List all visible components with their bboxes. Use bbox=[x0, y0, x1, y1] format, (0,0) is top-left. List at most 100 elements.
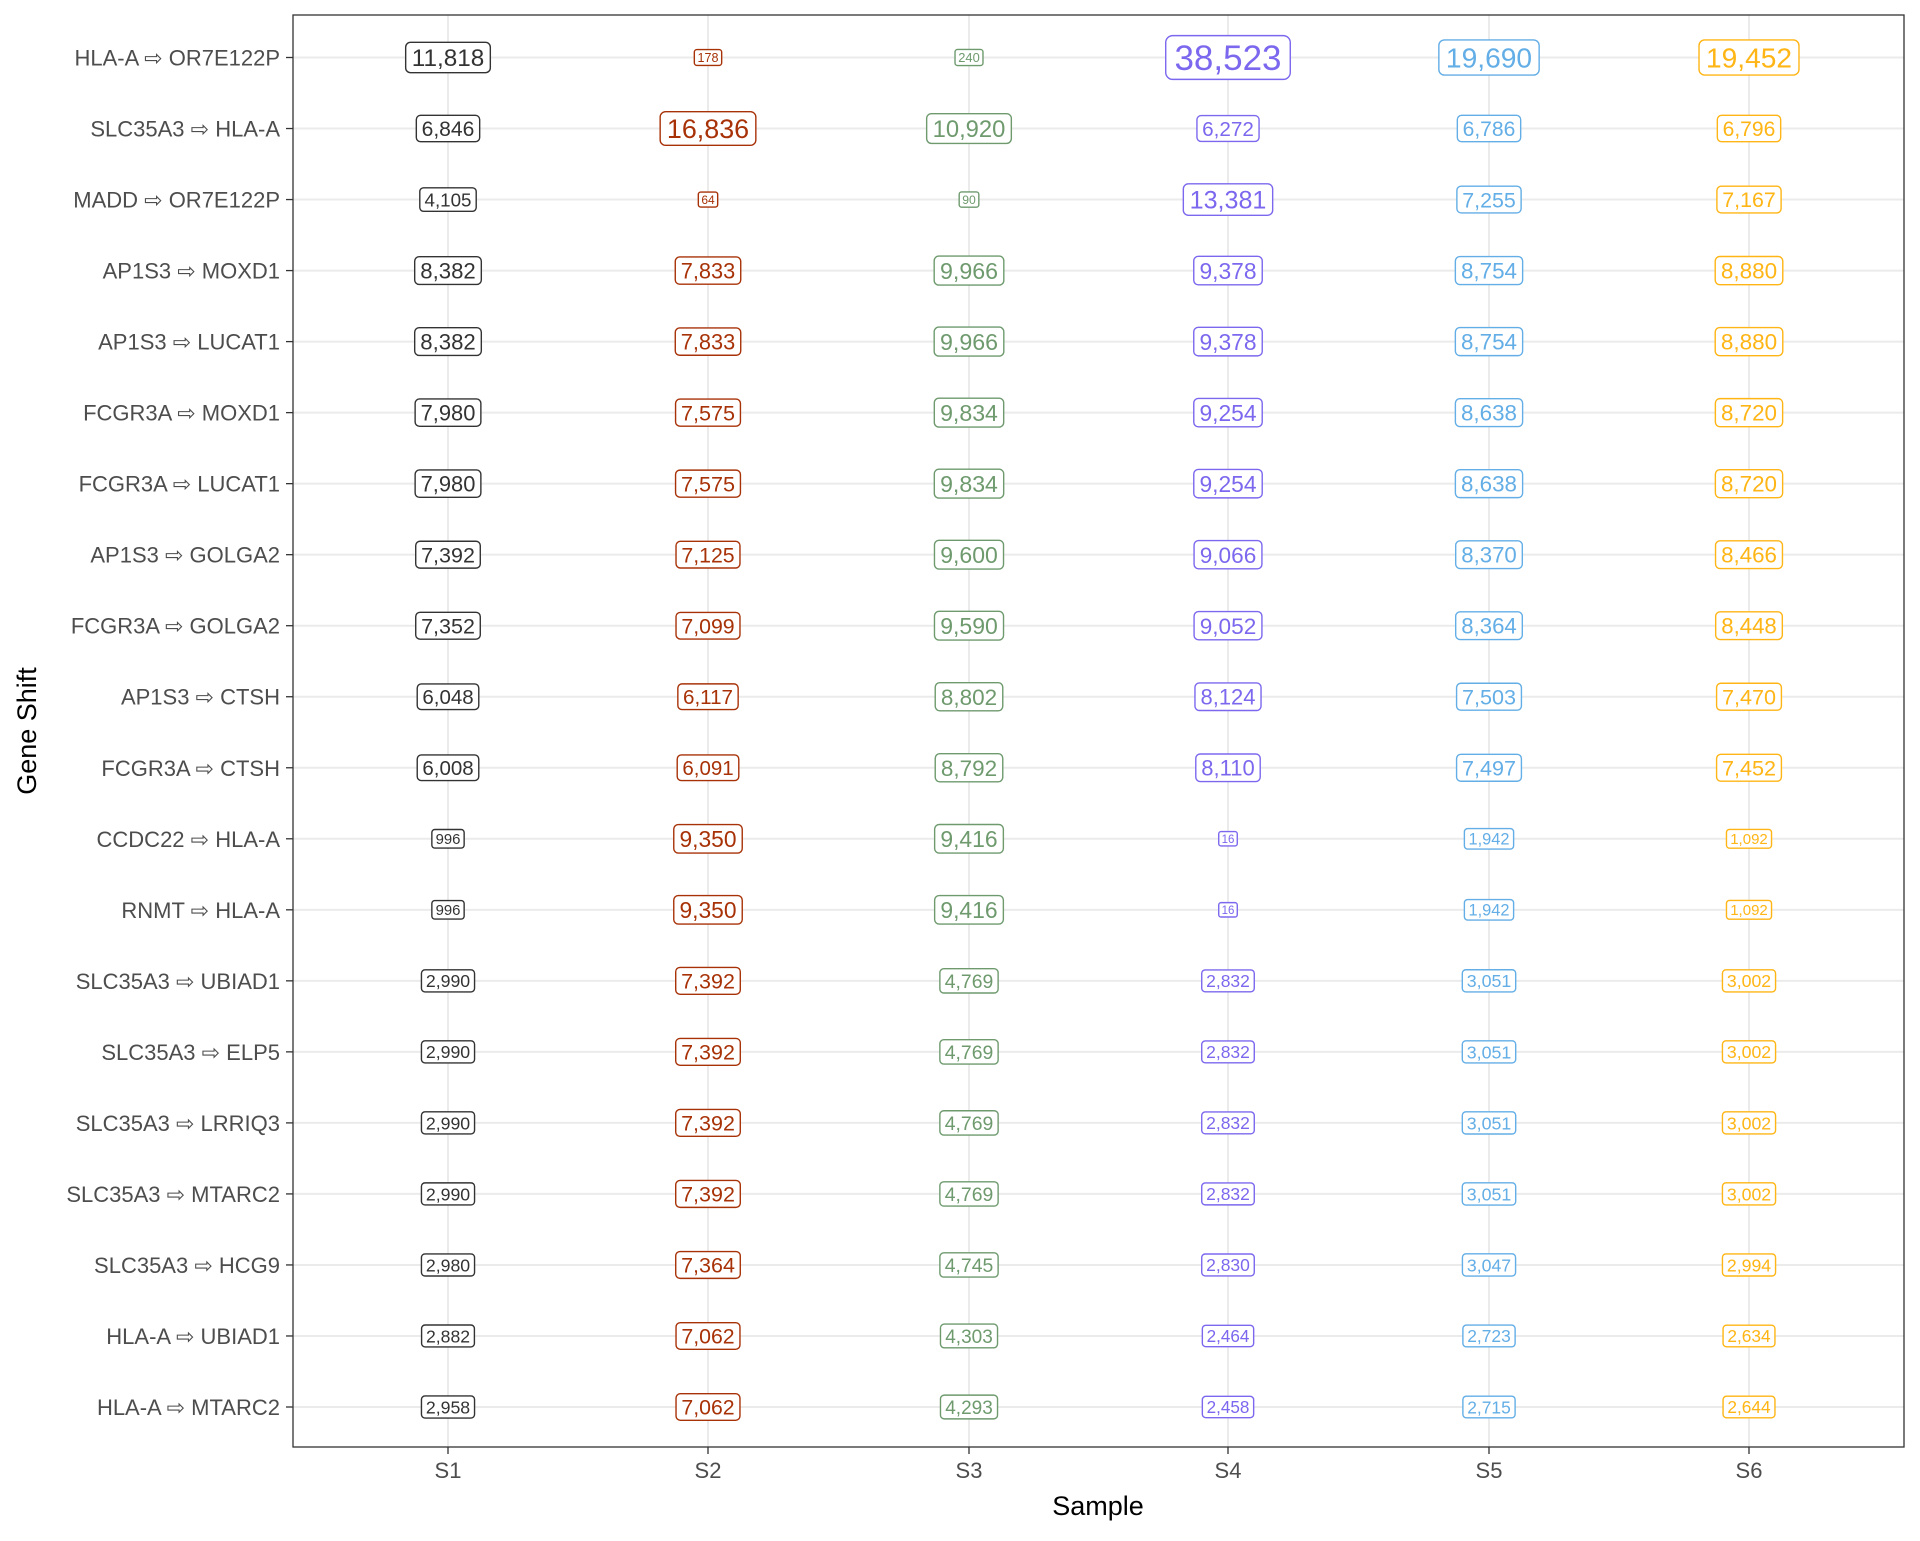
value-label-box bbox=[420, 1395, 476, 1419]
value-label-text: 7,392 bbox=[681, 970, 735, 994]
value-label: 7,062 bbox=[675, 1321, 741, 1350]
value-label: 7,167 bbox=[1716, 185, 1782, 214]
value-label-box bbox=[659, 111, 757, 147]
value-label: 7,452 bbox=[1715, 753, 1783, 782]
value-label-text: 7,575 bbox=[681, 471, 735, 496]
value-label: 3,051 bbox=[1461, 969, 1517, 993]
value-label: 7,255 bbox=[1456, 185, 1522, 214]
value-label: 2,994 bbox=[1721, 1253, 1777, 1277]
value-label: 8,792 bbox=[934, 753, 1004, 783]
value-label-text: 1,942 bbox=[1468, 831, 1509, 849]
value-label: 2,830 bbox=[1201, 1253, 1255, 1277]
value-label-text: 2,990 bbox=[426, 1184, 470, 1204]
value-label-box bbox=[420, 1182, 476, 1206]
value-label: 8,110 bbox=[1195, 753, 1261, 783]
value-label-text: 9,350 bbox=[679, 826, 736, 852]
value-label-text: 8,754 bbox=[1461, 330, 1517, 355]
value-label-box bbox=[675, 1393, 741, 1421]
value-label-text: 7,099 bbox=[681, 614, 734, 638]
value-label-text: 6,796 bbox=[1723, 118, 1776, 141]
value-label-text: 7,575 bbox=[681, 400, 735, 425]
value-label-text: 4,105 bbox=[425, 189, 472, 210]
value-label-text: 2,832 bbox=[1206, 1184, 1250, 1204]
value-label: 4,769 bbox=[939, 1181, 999, 1207]
value-label: 8,802 bbox=[934, 681, 1004, 712]
value-label: 9,590 bbox=[933, 610, 1005, 641]
value-label: 8,880 bbox=[1714, 326, 1784, 357]
value-label-box bbox=[416, 754, 480, 782]
value-label-box bbox=[1193, 468, 1263, 499]
value-label: 2,723 bbox=[1462, 1324, 1516, 1348]
value-label-text: 9,416 bbox=[940, 897, 997, 923]
value-label-box bbox=[1715, 682, 1783, 711]
value-label-box bbox=[1201, 969, 1255, 993]
value-label: 8,370 bbox=[1454, 540, 1524, 570]
value-label: 7,503 bbox=[1455, 682, 1523, 711]
value-label: 9,966 bbox=[933, 326, 1005, 357]
y-tick-label: AP1S3 ⇨ CTSH bbox=[121, 685, 280, 710]
value-label-box bbox=[420, 1040, 476, 1064]
value-label-box bbox=[1721, 1111, 1777, 1135]
value-label: 8,448 bbox=[1714, 611, 1784, 641]
value-label-text: 9,378 bbox=[1199, 258, 1256, 284]
value-label-text: 2,715 bbox=[1467, 1397, 1511, 1417]
value-label-text: 2,990 bbox=[426, 1042, 470, 1062]
y-tick-label: FCGR3A ⇨ GOLGA2 bbox=[71, 614, 280, 639]
value-label-box bbox=[1721, 1253, 1777, 1277]
value-label: 2,644 bbox=[1722, 1395, 1776, 1419]
y-tick-label: SLC35A3 ⇨ ELP5 bbox=[101, 1040, 280, 1065]
value-label: 4,769 bbox=[939, 1039, 999, 1065]
value-label-text: 2,644 bbox=[1727, 1397, 1771, 1417]
value-label-box bbox=[1193, 255, 1263, 286]
value-label: 38,523 bbox=[1165, 34, 1291, 81]
y-tick-label: HLA-A ⇨ UBIAD1 bbox=[106, 1324, 280, 1349]
value-label-text: 7,980 bbox=[421, 401, 476, 426]
value-label-text: 8,638 bbox=[1461, 401, 1517, 426]
value-label-text: 4,769 bbox=[945, 1113, 994, 1135]
value-label: 6,272 bbox=[1196, 114, 1260, 143]
value-label-box bbox=[431, 899, 465, 920]
value-label: 2,990 bbox=[420, 1111, 476, 1135]
value-label-text: 9,378 bbox=[1199, 329, 1256, 355]
value-label-box bbox=[1714, 611, 1784, 641]
value-label-box bbox=[1721, 969, 1777, 993]
y-tick-label: FCGR3A ⇨ LUCAT1 bbox=[79, 472, 280, 497]
value-label-box bbox=[674, 469, 742, 498]
value-label-text: 7,062 bbox=[681, 1396, 734, 1420]
x-axis: S1 S2 S3 S4 S5 S6 bbox=[435, 1447, 1762, 1483]
value-label-box bbox=[939, 1039, 999, 1065]
value-label-text: 2,990 bbox=[426, 971, 470, 991]
value-label-box bbox=[934, 681, 1004, 712]
value-label: 8,754 bbox=[1454, 255, 1524, 286]
value-label: 6,846 bbox=[415, 114, 481, 143]
value-label: 4,105 bbox=[419, 187, 477, 213]
value-label: 11,818 bbox=[404, 41, 492, 74]
value-label-text: 6,272 bbox=[1202, 118, 1254, 141]
value-label: 19,452 bbox=[1698, 39, 1800, 76]
value-label: 7,497 bbox=[1455, 753, 1523, 782]
x-axis-title: Sample bbox=[1052, 1491, 1144, 1521]
value-label-box bbox=[1454, 611, 1524, 641]
x-tick-label: S1 bbox=[435, 1458, 462, 1483]
value-label-text: 16 bbox=[1222, 905, 1235, 917]
value-label-text: 8,720 bbox=[1721, 472, 1777, 497]
value-label-box bbox=[1461, 1111, 1517, 1135]
value-label-box bbox=[939, 1323, 999, 1349]
value-label-text: 7,352 bbox=[421, 614, 475, 638]
value-label: 2,832 bbox=[1201, 1182, 1255, 1206]
value-label: 3,051 bbox=[1461, 1111, 1517, 1135]
value-label-box bbox=[693, 48, 723, 67]
x-tick-label: S5 bbox=[1476, 1458, 1503, 1483]
y-tick-label: FCGR3A ⇨ MOXD1 bbox=[83, 401, 280, 426]
value-label-box bbox=[1721, 1040, 1777, 1064]
value-label-text: 9,066 bbox=[1200, 543, 1257, 568]
value-label-box bbox=[674, 398, 742, 427]
value-label: 6,786 bbox=[1456, 114, 1522, 143]
value-label-box bbox=[1201, 1253, 1255, 1277]
value-label-text: 7,125 bbox=[681, 543, 734, 567]
value-label: 64 bbox=[697, 191, 719, 208]
value-label-box bbox=[933, 894, 1005, 925]
value-label-text: 8,370 bbox=[1461, 543, 1517, 568]
value-label: 6,117 bbox=[677, 683, 739, 711]
value-label: 7,062 bbox=[675, 1393, 741, 1421]
